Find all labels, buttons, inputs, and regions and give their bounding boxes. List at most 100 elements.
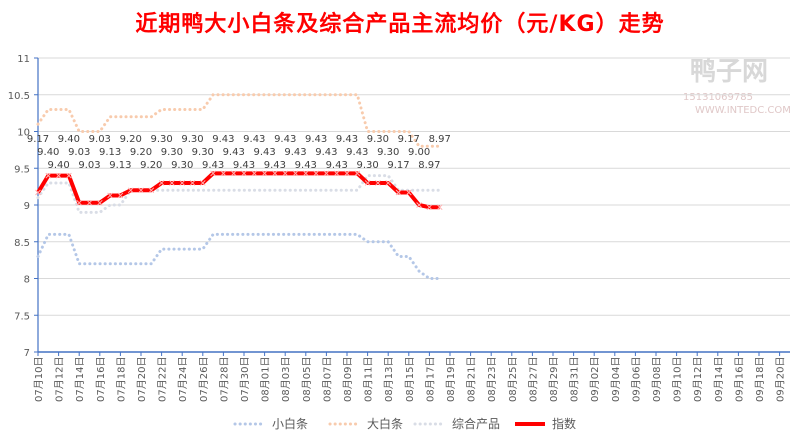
data-label: 9.43 [212, 134, 234, 145]
data-point-marker [416, 202, 422, 208]
data-point-marker [199, 180, 206, 186]
data-label: 9.43 [264, 160, 286, 171]
data-label: 9.40 [37, 147, 59, 158]
data-label: 9.43 [295, 160, 317, 171]
watermark-logo: 鸭子网 [690, 57, 768, 87]
x-tick-label: 08月07日 [321, 357, 333, 402]
data-point-marker [76, 199, 83, 206]
x-tick-label: 08月05日 [301, 357, 313, 402]
data-point-marker [127, 187, 134, 194]
x-tick-label: 08月11日 [363, 357, 375, 402]
data-point-marker [179, 180, 186, 186]
legend-item: 指数 [515, 416, 576, 431]
y-tick-label: 7 [24, 348, 30, 359]
data-label: 9.43 [274, 134, 296, 145]
x-tick-label: 07月30日 [239, 357, 251, 402]
data-point-marker [333, 170, 340, 177]
watermark-phone: 15131069785 [683, 92, 753, 103]
data-label: 9.03 [89, 134, 111, 145]
data-point-marker [292, 170, 299, 177]
x-tick-label: 07月18日 [115, 357, 127, 402]
x-tick-label: 09月14日 [713, 357, 725, 402]
y-tick-label: 7.5 [14, 311, 30, 322]
data-label: 9.43 [315, 147, 337, 158]
x-tick-label: 07月16日 [95, 357, 107, 402]
data-point-marker [189, 180, 196, 186]
series-line-大白条 [36, 93, 442, 148]
y-tick-label: 9 [24, 201, 30, 212]
data-label: 9.13 [109, 160, 131, 171]
y-tick-label: 8 [24, 275, 30, 286]
data-label: 9.20 [120, 134, 142, 145]
data-point-marker [66, 172, 72, 179]
watermark-site: WWW.INTEDC.COM [695, 105, 791, 116]
data-point-marker [45, 172, 52, 179]
data-point-marker [272, 170, 278, 177]
data-label: 8.97 [418, 160, 440, 171]
y-tick-label: 9.5 [14, 164, 30, 175]
chart-title: 近期鸭大小白条及综合产品主流均价（元/KG）走势 [135, 12, 665, 37]
x-tick-label: 09月18日 [754, 357, 766, 402]
data-point-marker [220, 170, 227, 177]
y-tick-label: 11 [17, 54, 30, 65]
x-tick-label: 09月02日 [589, 357, 601, 402]
data-point-marker [395, 189, 402, 196]
legend-label: 指数 [552, 416, 576, 431]
series-line-小白条 [36, 232, 442, 280]
data-label: 9.03 [78, 160, 100, 171]
x-tick-label: 08月17日 [424, 357, 436, 402]
data-label: 9.30 [367, 134, 389, 145]
x-tick-label: 08月27日 [527, 357, 539, 402]
x-tick-label: 07月10日 [33, 357, 45, 402]
data-point-marker [55, 172, 62, 179]
x-tick-label: 07月14日 [74, 357, 86, 402]
data-label: 9.20 [140, 160, 162, 171]
data-point-marker [148, 187, 155, 194]
data-point-marker [96, 199, 103, 206]
x-tick-label: 08月29日 [548, 357, 560, 402]
data-point-marker [86, 199, 93, 206]
data-label: 9.30 [356, 160, 378, 171]
x-tick-label: 09月10日 [672, 357, 684, 402]
data-label: 9.43 [253, 147, 275, 158]
x-tick-label: 08月13日 [383, 357, 395, 402]
y-tick-label: 10.5 [8, 91, 30, 102]
data-label: 9.30 [192, 147, 214, 158]
legend-label: 小白条 [272, 416, 308, 431]
data-point-marker [138, 187, 144, 194]
data-label: 9.30 [377, 147, 399, 158]
x-tick-label: 07月20日 [136, 357, 148, 402]
x-tick-label: 09月08日 [651, 357, 663, 402]
data-point-marker [35, 189, 41, 196]
data-point-marker [323, 170, 330, 177]
data-point-marker [344, 170, 350, 177]
data-label: 9.20 [130, 147, 152, 158]
x-tick-label: 08月21日 [466, 357, 478, 402]
data-point-marker [364, 180, 371, 186]
data-point-marker [210, 170, 216, 177]
data-label: 9.43 [346, 147, 368, 158]
x-tick-label: 09月06日 [630, 357, 642, 402]
x-tick-label: 08月15日 [404, 357, 416, 402]
x-tick-label: 07月28日 [218, 357, 230, 402]
data-point-marker [375, 180, 381, 186]
data-label: 9.43 [243, 134, 265, 145]
data-label: 9.30 [171, 160, 193, 171]
data-label: 9.43 [223, 147, 245, 158]
data-point-marker [354, 170, 361, 177]
x-tick-label: 09月16日 [733, 357, 745, 402]
x-tick-label: 08月23日 [486, 357, 498, 402]
data-label: 9.43 [336, 134, 358, 145]
data-label: 9.17 [387, 160, 409, 171]
data-label: 9.43 [326, 160, 348, 171]
data-point-marker [313, 170, 319, 177]
data-point-marker [302, 170, 309, 177]
legend-label: 综合产品 [452, 416, 500, 431]
x-tick-label: 08月09日 [342, 357, 354, 402]
data-label: 9.30 [181, 134, 203, 145]
data-point-marker [107, 192, 113, 199]
legend-label: 大白条 [367, 416, 403, 431]
data-label: 9.43 [305, 134, 327, 145]
series-line-指数 [36, 171, 440, 210]
